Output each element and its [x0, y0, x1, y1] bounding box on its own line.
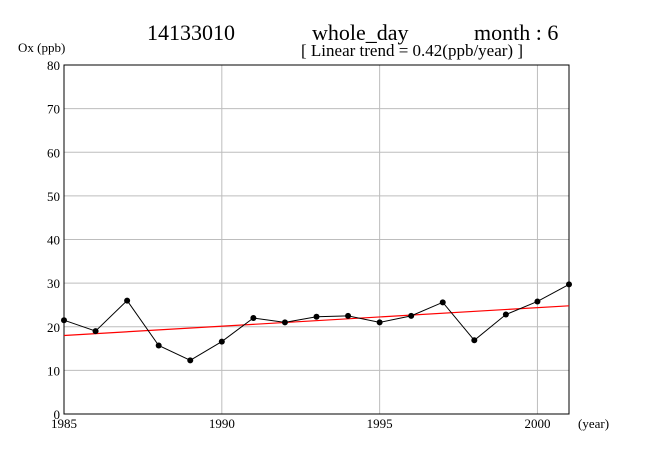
- data-point: [155, 342, 162, 349]
- x-axis-label: (year): [578, 416, 609, 431]
- data-point: [408, 312, 415, 319]
- y-tick-label: 70: [47, 102, 60, 117]
- y-axis-tick-labels: 0 10 20 30 40 50 60 70 80: [47, 58, 60, 422]
- y-tick-label: 0: [54, 407, 61, 422]
- data-point: [376, 319, 383, 326]
- data-point: [187, 357, 194, 364]
- y-axis-label: Ox (ppb): [18, 40, 65, 55]
- data-point: [250, 315, 257, 322]
- linear-trend-label: [ Linear trend = 0.42(ppb/year) ]: [301, 41, 523, 60]
- x-axis-tick-labels: 1985 1990 1995 2000: [51, 416, 550, 431]
- y-tick-label: 80: [47, 58, 60, 73]
- linear-trend-line: [63, 305, 570, 337]
- grid-lines: [63, 64, 569, 415]
- data-point: [345, 312, 352, 319]
- x-tick-label: 2000: [524, 416, 550, 431]
- x-tick-label: 1990: [209, 416, 235, 431]
- month-label: month : 6: [474, 20, 559, 45]
- series-line: [63, 283, 570, 361]
- y-tick-label: 30: [47, 276, 60, 291]
- y-tick-label: 10: [47, 363, 60, 378]
- data-point: [439, 299, 446, 306]
- station-id: 14133010: [147, 20, 235, 45]
- data-point: [281, 319, 288, 326]
- data-point: [566, 281, 572, 288]
- data-point: [471, 337, 478, 344]
- data-point: [534, 298, 541, 305]
- period-label: whole_day: [312, 20, 409, 45]
- data-point: [218, 338, 225, 345]
- trend-line: [63, 305, 570, 337]
- plot-area-frame: [63, 64, 570, 415]
- data-point: [92, 328, 99, 335]
- data-series: [61, 281, 572, 364]
- data-point: [502, 311, 509, 318]
- y-tick-label: 60: [47, 145, 60, 160]
- y-tick-label: 40: [47, 233, 60, 248]
- x-tick-label: 1995: [367, 416, 393, 431]
- data-point: [61, 317, 67, 324]
- data-point: [313, 313, 320, 320]
- y-tick-label: 50: [47, 189, 60, 204]
- x-tick-label: 1985: [51, 416, 77, 431]
- y-tick-label: 20: [47, 320, 60, 335]
- data-point: [124, 297, 131, 304]
